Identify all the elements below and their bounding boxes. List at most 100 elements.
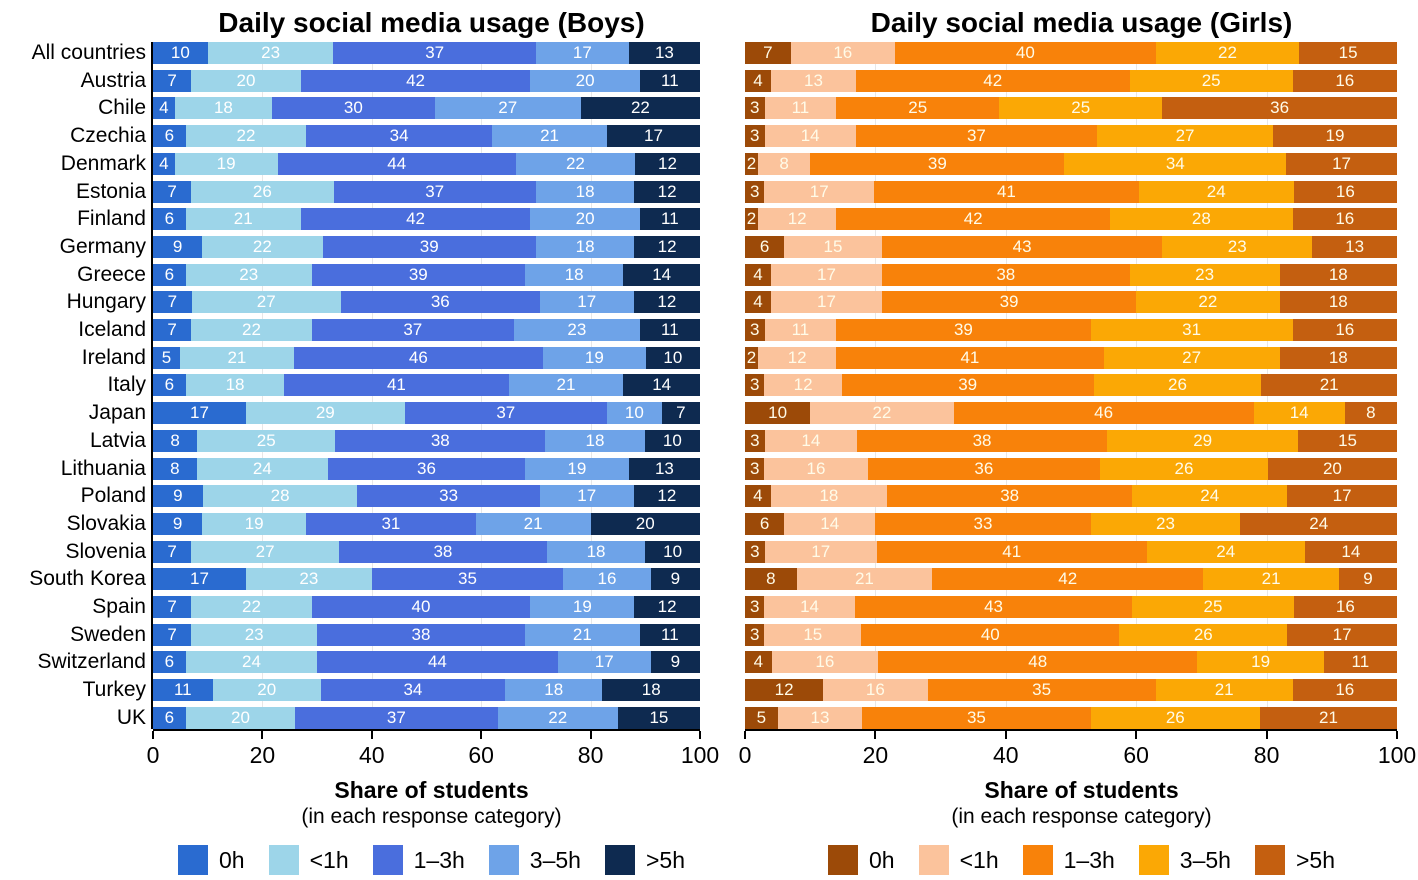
- x-axis-tick: [699, 731, 701, 739]
- legend-label: 3–5h: [529, 846, 581, 873]
- bar-value-label: 20: [1322, 458, 1342, 478]
- bar-value-label: 20: [231, 707, 250, 727]
- bar-segment: 48: [878, 651, 1198, 674]
- bar-segment: 23: [207, 42, 334, 64]
- legend-label: 3–5h: [1179, 846, 1231, 873]
- bar-segment: 42: [300, 208, 531, 231]
- bar-segment: 8: [153, 457, 197, 480]
- legend-swatch: [828, 845, 859, 875]
- bar-value-label: 21: [854, 569, 874, 589]
- bar-value-label: 2: [746, 209, 757, 229]
- bar-value-label: 7: [763, 43, 773, 62]
- bar-segment: 7: [153, 319, 192, 342]
- bar-value-label: 14: [652, 264, 672, 284]
- bar-value-label: 12: [657, 597, 677, 617]
- bar-value-label: 21: [540, 126, 559, 146]
- bar-value-label: 31: [1182, 320, 1202, 340]
- bar-value-label: 4: [159, 153, 169, 173]
- bar-segment: 31: [306, 512, 476, 535]
- bar-value-label: 10: [663, 347, 683, 367]
- bar-value-label: 6: [164, 264, 175, 284]
- bar-value-label: 8: [1366, 403, 1376, 423]
- bar-row: 8 21 42 21 9: [745, 568, 1397, 591]
- bar-value-label: 6: [759, 513, 770, 533]
- bar-segment: 17: [153, 402, 246, 425]
- bar-segment: 18: [1279, 263, 1397, 286]
- bar-value-label: 4: [753, 264, 763, 284]
- bar-segment: 17: [771, 291, 882, 314]
- bar-value-label: 42: [963, 209, 983, 229]
- bar-row: 7 20 42 20 11: [153, 69, 700, 92]
- bar-segment: 40: [861, 623, 1120, 646]
- bar-row: 4 17 38 23 18: [745, 263, 1397, 286]
- bar-segment: 20: [185, 706, 296, 729]
- bar-value-label: 48: [1028, 652, 1048, 672]
- bar-rows: 10 23 37 17 13 7 20 42 20 11 4 18 30 27 22 6 22 34 21 17 4 19…: [153, 42, 700, 729]
- category-label: Spain: [92, 595, 146, 619]
- bar-segment: 22: [810, 402, 954, 425]
- bar-value-label: 2: [746, 153, 757, 173]
- bar-row: 6 23 39 18 14: [153, 263, 700, 286]
- bar-value-label: 18: [1328, 347, 1348, 367]
- bar-segment: 22: [191, 319, 312, 342]
- bar-value-label: 28: [1191, 209, 1211, 229]
- category-label: All countries: [31, 41, 146, 64]
- bar-segment: 44: [317, 651, 558, 674]
- bar-segment: 11: [639, 623, 700, 646]
- bar-segment: 24: [1240, 512, 1397, 535]
- bar-segment: 12: [764, 374, 842, 397]
- bar-value-label: 16: [833, 43, 853, 62]
- bar-value-label: 24: [1309, 513, 1329, 533]
- x-axis-tick-label: 60: [1123, 742, 1149, 768]
- bar-segment: 23: [1162, 235, 1313, 258]
- bar-segment: 36: [328, 457, 525, 480]
- bar-value-label: 4: [753, 70, 763, 90]
- bar-segment: 22: [515, 152, 635, 175]
- bar-value-label: 21: [523, 513, 543, 533]
- bar-segment: 24: [1138, 180, 1294, 203]
- bar-value-label: 17: [811, 541, 831, 561]
- x-axis-tick-label: 40: [359, 742, 385, 768]
- bar-segment: 37: [295, 706, 498, 729]
- bar-segment: 21: [1155, 679, 1293, 702]
- legend-label: 0h: [219, 846, 245, 873]
- bar-segment: 39: [836, 319, 1091, 342]
- bar-segment: 20: [590, 512, 700, 535]
- category-label: Poland: [80, 484, 146, 508]
- x-axis-subtitle: (in each response category): [951, 805, 1212, 828]
- x-axis-tick-label: 0: [146, 742, 160, 768]
- bar-segment: 10: [745, 402, 811, 425]
- bar-segment: 22: [1136, 291, 1280, 314]
- category-label: Italy: [107, 373, 146, 397]
- bar-value-label: 34: [389, 126, 409, 146]
- bar-segment: 20: [212, 679, 321, 702]
- bar-segment: 41: [874, 180, 1139, 203]
- bar-segment: 3: [745, 180, 765, 203]
- bar-segment: 18: [1279, 291, 1397, 314]
- bar-value-label: 17: [809, 181, 829, 201]
- bar-segment: 16: [1292, 69, 1397, 92]
- bar-value-label: 17: [594, 652, 614, 672]
- bar-row: 8 25 38 18 10: [153, 429, 700, 452]
- bar-value-label: 18: [585, 430, 605, 450]
- bar-value-label: 23: [567, 320, 587, 340]
- bar-value-label: 12: [657, 236, 677, 256]
- bar-segment: 24: [1146, 540, 1305, 563]
- bar-value-label: 13: [654, 43, 674, 62]
- bar-row: 3 14 37 27 19: [745, 125, 1397, 148]
- bar-value-label: 8: [766, 569, 776, 589]
- bar-value-label: 9: [172, 236, 183, 256]
- bar-segment: 6: [153, 651, 186, 674]
- x-axis-subtitle: (in each response category): [301, 805, 562, 828]
- bar-segment: 8: [1344, 402, 1397, 425]
- bar-value-label: 14: [1341, 541, 1361, 561]
- bar-segment: 25: [999, 97, 1163, 120]
- bar-value-label: 14: [1289, 403, 1309, 423]
- bar-segment: 8: [153, 429, 198, 452]
- bar-value-label: 7: [167, 320, 177, 340]
- x-axis-tick: [261, 731, 264, 739]
- bar-segment: 13: [771, 69, 856, 92]
- bar-segment: 18: [770, 485, 887, 508]
- legend-item: <1h: [268, 845, 349, 875]
- bar-segment: 14: [784, 512, 876, 535]
